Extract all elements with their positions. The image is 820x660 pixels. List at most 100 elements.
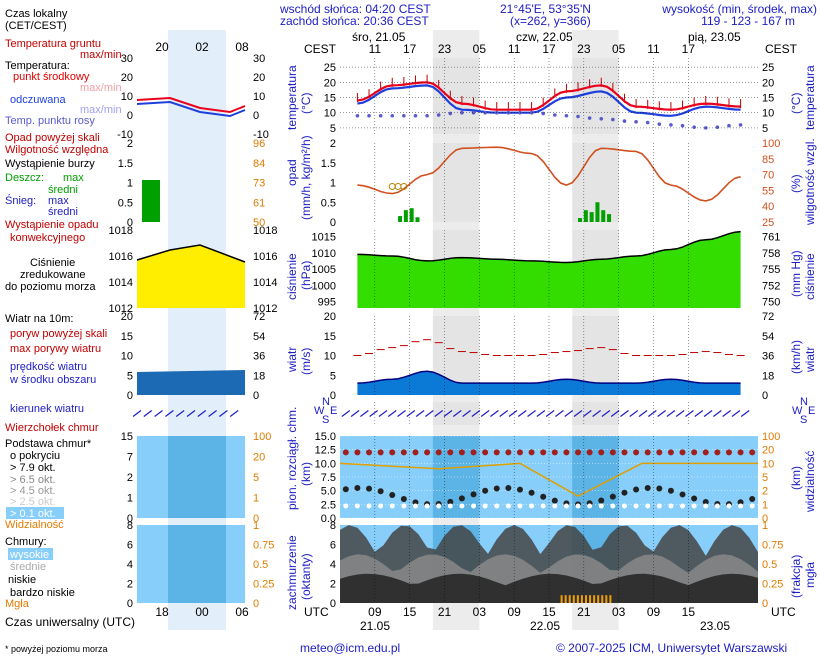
- legend-storm: Wystąpienie burzy: [5, 158, 95, 170]
- wind-dir-arrow: [629, 410, 639, 417]
- legend-ytick: -10: [117, 129, 133, 141]
- cloud-base-dot: [702, 498, 709, 505]
- legend-wind-dir: kierunek wiatru: [10, 403, 84, 415]
- cloud-thin-dot: [691, 503, 697, 509]
- rain-bar: [601, 210, 606, 222]
- cloud-top-dot: [575, 449, 582, 456]
- legend-mid: średnie: [10, 561, 46, 573]
- legend-ytick-right: 5: [253, 472, 259, 484]
- cloud-thin-dot: [494, 503, 500, 509]
- legend-utc: Czas uniwersalny (UTC): [5, 615, 135, 629]
- fog-ytick: 0.75: [762, 540, 783, 552]
- dew-point-dot: [703, 126, 708, 130]
- wind-dir-arrow: [341, 410, 351, 417]
- legend-humidity: Wilgotność względna: [5, 144, 109, 156]
- humidity-ytick: 25: [762, 217, 774, 229]
- humidity-ytick: 85: [762, 154, 774, 166]
- compass-letter: S: [322, 414, 329, 426]
- wind-dir-arrow: [499, 410, 509, 417]
- wind-dir-arrow: [592, 410, 601, 417]
- fog-bar: [609, 595, 612, 603]
- temp-ytick-right: 5: [762, 123, 768, 135]
- wind-ytick: 0: [330, 390, 336, 402]
- cloud-thin-dot: [401, 503, 407, 509]
- wind-dir-arrow: [703, 410, 713, 417]
- cloud-top-dot: [598, 449, 605, 456]
- utc-hour-label: 15: [542, 605, 556, 619]
- compass-letter: S: [800, 414, 807, 426]
- cest-hour-label: 23: [577, 42, 591, 56]
- legend-ytick: 2: [127, 579, 133, 591]
- compass-letter: W: [314, 405, 325, 417]
- legend-mid-point: punkt środkowy: [13, 71, 90, 83]
- wind-right-unit: (km/h): [789, 340, 803, 374]
- pressure-mmhg-tick: 761: [762, 232, 780, 244]
- pressure-ytick: 1015: [312, 232, 336, 244]
- legend-ytick-right: 20: [253, 452, 265, 464]
- humidity-ytick: 40: [762, 201, 774, 213]
- utc-right: UTC: [771, 605, 796, 619]
- legend-wind-dir-arrow: [197, 410, 207, 417]
- legend-ytick: 0: [127, 598, 133, 610]
- legend-ytick-right: -10: [253, 129, 269, 141]
- legend-rain: Deszcz:: [5, 172, 44, 184]
- cloud-thin-dot: [540, 503, 546, 509]
- legend-low: niskie: [8, 574, 36, 586]
- cloud-ytick: 0.0: [321, 513, 336, 525]
- legend-temp-line: [136, 96, 246, 114]
- cloud-top-dot: [737, 449, 744, 456]
- dew-point-dot: [634, 120, 638, 124]
- cloud-top-dot: [400, 449, 407, 456]
- legend-ytick-right: 50: [253, 217, 265, 229]
- cloud-thin-dot: [633, 503, 639, 509]
- cloud-base-dot: [482, 487, 489, 494]
- legend-rain-bar: [142, 180, 160, 222]
- cloud-thin-dot: [680, 503, 686, 509]
- wind-dir-arrow: [555, 410, 564, 417]
- legend-ytick: 5: [127, 370, 133, 382]
- legend-ytick-right: 1: [253, 493, 259, 505]
- pres-left-unit: (hPa): [299, 261, 313, 290]
- cloud-base-dot: [749, 495, 756, 502]
- fog-ytick: 0.25: [762, 579, 783, 591]
- cloud-top-dot: [633, 449, 640, 456]
- temp-ytick-right: 10: [762, 108, 774, 120]
- cloud-thin-dot: [587, 503, 593, 509]
- legend-pressure3: do poziomu morza: [5, 281, 96, 293]
- utc-hour-label: 15: [403, 605, 417, 619]
- cloud-top-dot: [493, 449, 500, 456]
- temp-ytick-right: 20: [762, 77, 774, 89]
- cloud-thin-dot: [668, 503, 674, 509]
- wind-dir-arrow: [740, 410, 750, 417]
- legend-wind-dir-arrow: [132, 410, 142, 417]
- humidity-ytick: 100: [762, 138, 780, 150]
- storm-marker: [400, 182, 408, 190]
- legend-ytick: 2: [127, 138, 133, 150]
- wind-right-label: wiatr: [803, 347, 817, 373]
- utc-left: UTC: [304, 605, 329, 619]
- wind-dir-arrow: [360, 410, 369, 417]
- legend-ytick: 1: [127, 493, 133, 505]
- utc-hour-label: 21: [438, 605, 452, 619]
- grid-text: (x=262, y=366): [510, 14, 591, 28]
- legend-pressure: Ciśnienie: [30, 257, 75, 269]
- rain-bar: [578, 218, 583, 222]
- legend-cloud-base2: o pokryciu: [10, 450, 60, 462]
- wind-dir-arrow: [731, 410, 741, 417]
- cloud-thin-dot: [505, 503, 511, 509]
- legend-wind-dir-arrow: [208, 410, 217, 417]
- legend-ytick: 7: [127, 452, 133, 464]
- cloud-thin-dot: [447, 503, 453, 509]
- dew-point-dot: [541, 111, 545, 116]
- cloud-base-dot: [737, 499, 744, 506]
- dew-point-dot: [518, 110, 522, 115]
- fog-bar: [605, 595, 608, 603]
- legend-ytick: 0: [127, 390, 133, 402]
- wind-dir-arrow: [406, 410, 416, 417]
- cloud-top-dot: [342, 449, 349, 456]
- legend-conv2: konwekcyjnego: [10, 232, 85, 244]
- legend-ytick: 15: [121, 331, 133, 343]
- dew-point-dot: [611, 117, 615, 122]
- cloud-top-dot: [540, 449, 547, 456]
- cloud-top-dot: [389, 449, 396, 456]
